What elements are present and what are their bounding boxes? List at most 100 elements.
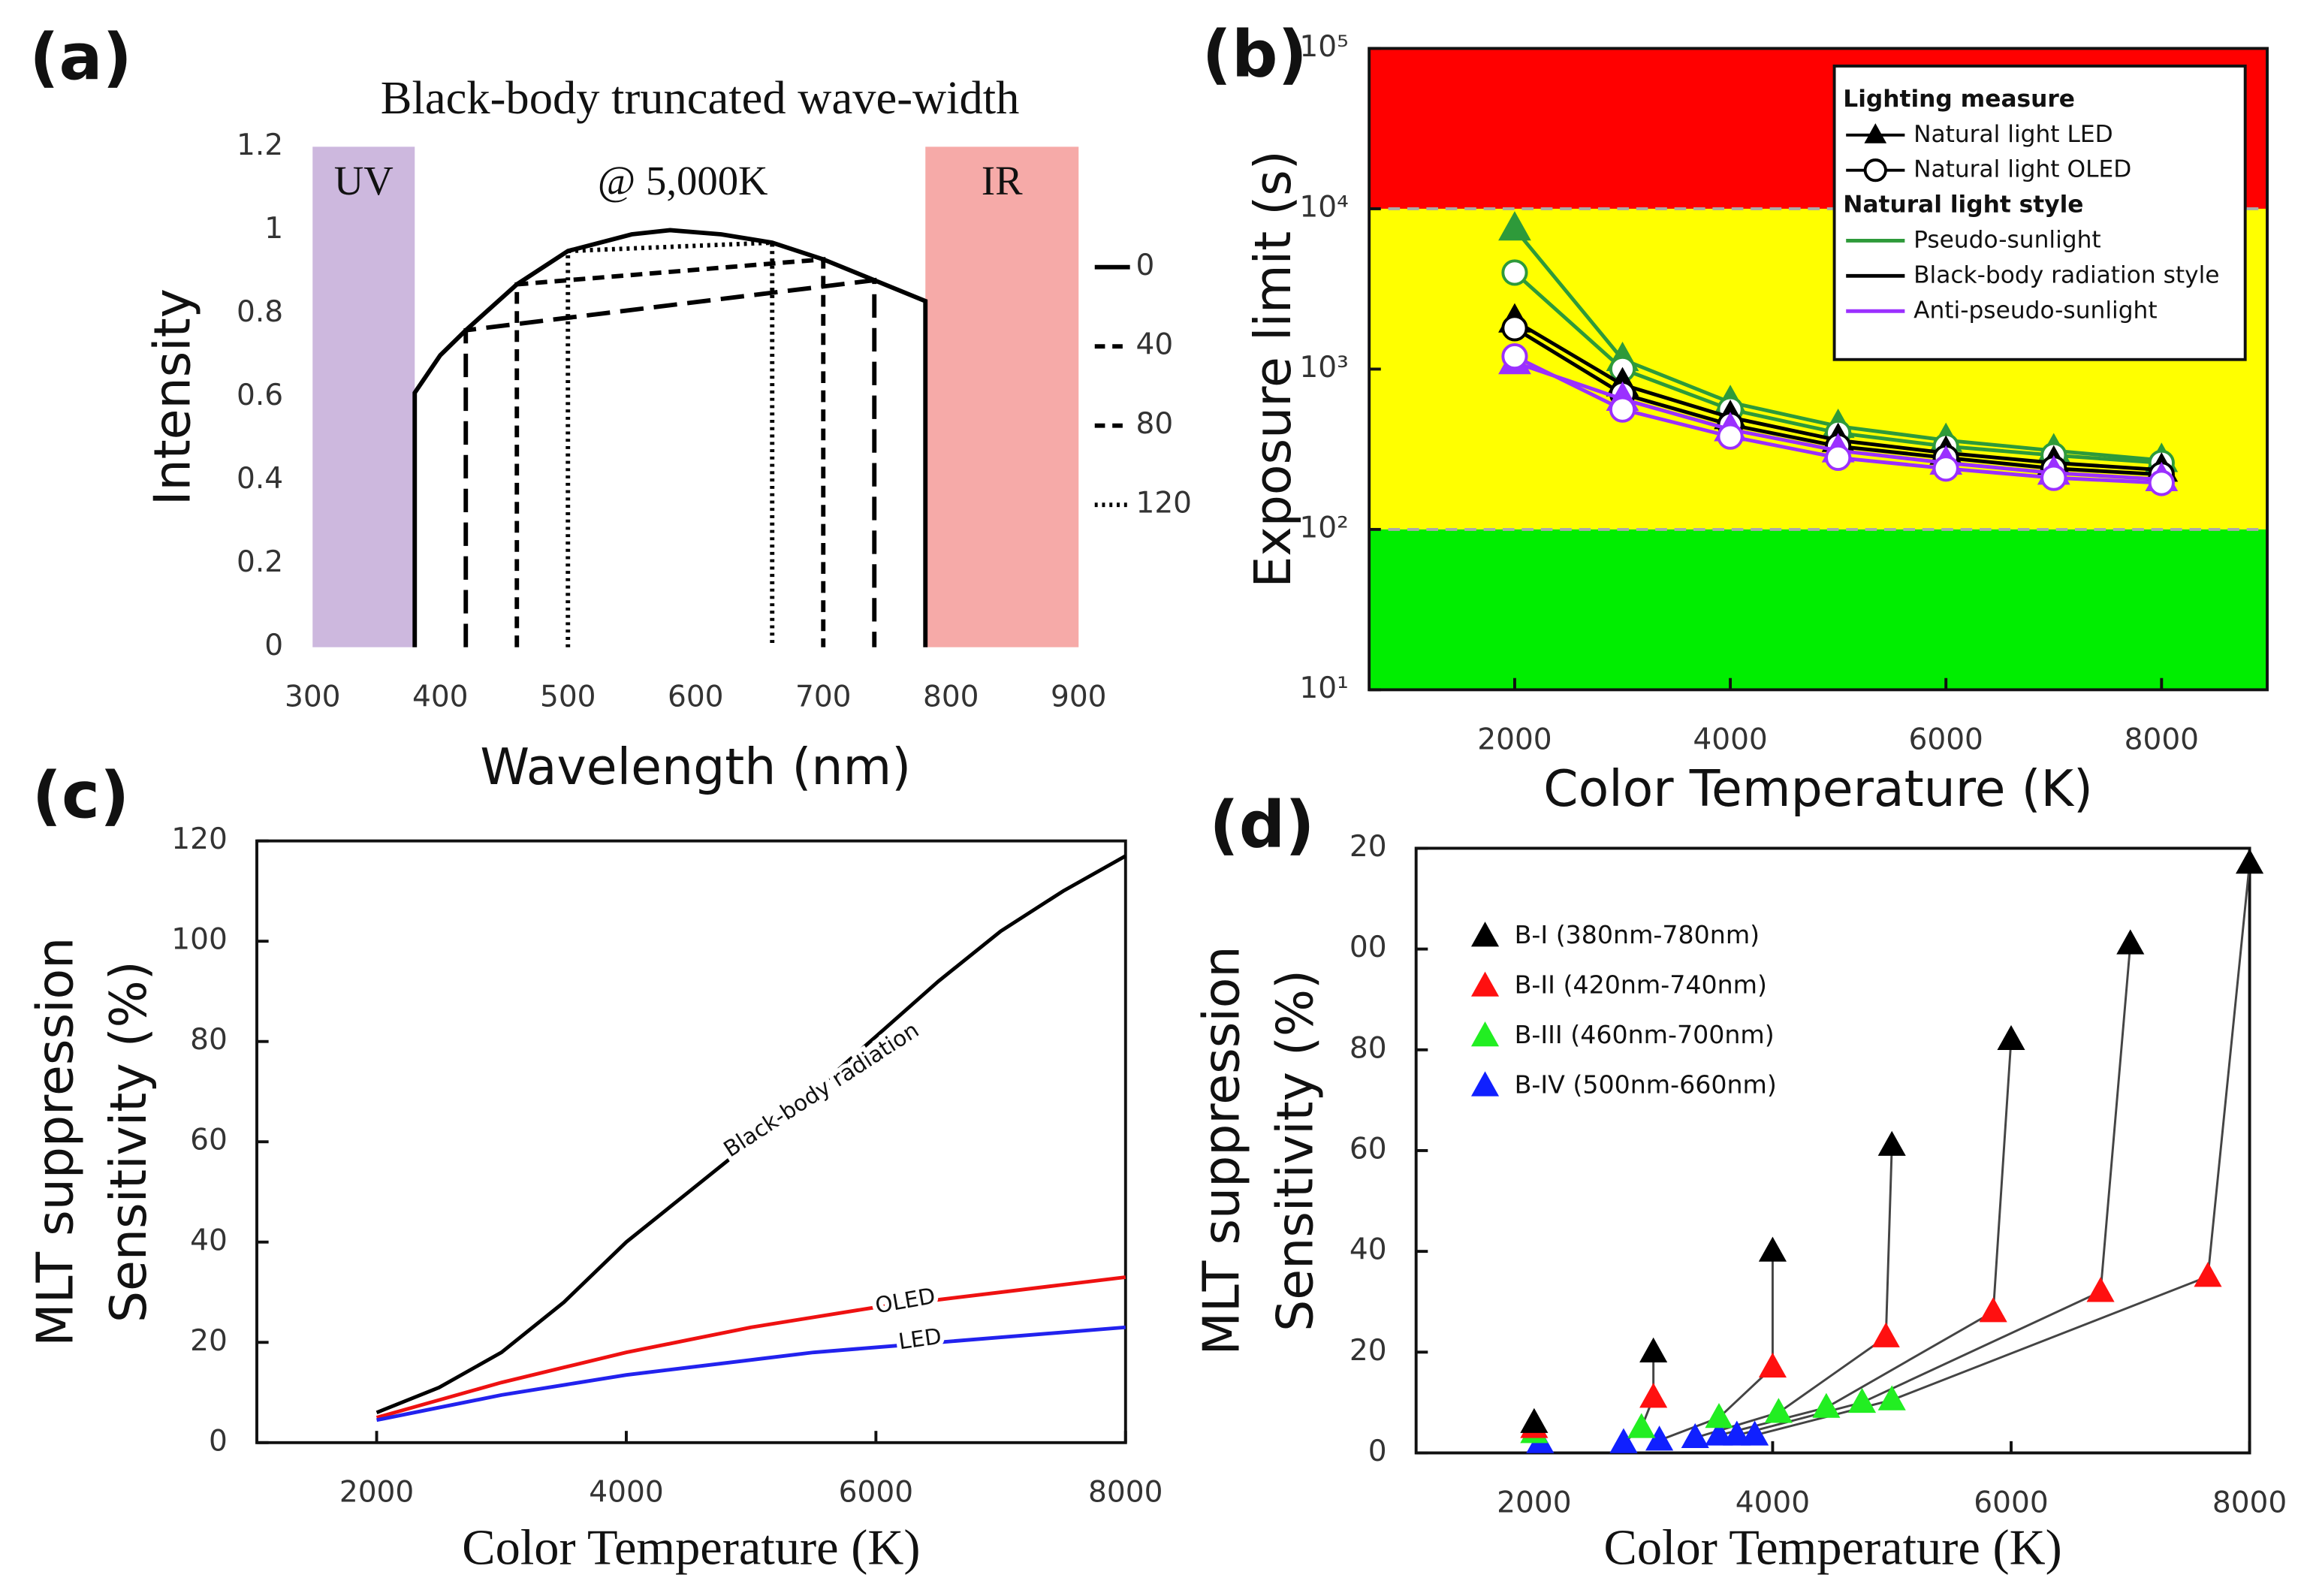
y-tick-label: 10⁵ (1299, 30, 1348, 64)
series-line (412, 228, 928, 647)
y-tick-label: 0 (264, 629, 283, 662)
marker (1681, 1423, 1709, 1449)
y-tick-label: 0.8 (237, 295, 283, 329)
legend-marker (1470, 1071, 1500, 1097)
series-line (375, 854, 1126, 1415)
x-axis-title: Color Temperature (K) (462, 1521, 920, 1576)
marker (1764, 1398, 1793, 1423)
region (312, 146, 415, 647)
x-tick-label: 800 (923, 680, 979, 714)
marker (1705, 1420, 1733, 1446)
marker (1717, 423, 1744, 450)
y-axis-title: Sensitivity (%) (1265, 970, 1324, 1332)
series-label: OLED (873, 1283, 937, 1318)
panel-label: (d) (1209, 787, 1314, 862)
legend-label: Pseudo-sunlight (1913, 226, 2101, 253)
y-tick-label: 80 (190, 1023, 228, 1057)
legend-label: B-III (460nm-700nm) (1515, 1020, 1775, 1049)
x-tick-label: 8000 (2125, 723, 2199, 756)
y-tick-label: 0.4 (237, 462, 283, 496)
x-tick-label: 8000 (1088, 1476, 1163, 1510)
marker (1997, 1024, 2025, 1051)
x-axis-title: Color Temperature (K) (1543, 759, 2093, 818)
y-tick-label: 10¹ (1299, 671, 1348, 705)
x-tick-label: 6000 (1974, 1486, 2048, 1519)
marker (1501, 315, 1528, 342)
y-tick-label: 10³ (1299, 351, 1348, 385)
marker (1825, 444, 1852, 472)
marker (1501, 259, 1528, 286)
marker (2148, 469, 2175, 496)
marker (1639, 1383, 1668, 1408)
series-label: LED (897, 1323, 943, 1355)
marker (1847, 1387, 1877, 1413)
connector-line (1736, 943, 2132, 1437)
x-tick-label: 6000 (839, 1476, 913, 1510)
series-label: Black-body radiation (719, 1017, 923, 1162)
y-axis-title: MLT suppression (1193, 946, 1251, 1355)
y-tick-label: 0.6 (237, 379, 283, 412)
y-tick-label: 00 (1350, 931, 1387, 964)
marker (1609, 396, 1636, 423)
marker (1501, 342, 1528, 370)
y-axis-title: Intensity (143, 288, 202, 505)
y-axis-title: Sensitivity (%) (99, 961, 158, 1323)
y-tick-label: 0.2 (237, 545, 283, 579)
y-tick-label: 60 (1350, 1132, 1387, 1166)
plot-frame (1414, 846, 2251, 1455)
chart-title: Black-body truncated wave-width (381, 71, 1020, 124)
marker (1877, 1130, 1906, 1156)
legend-heading: Lighting measure (1843, 86, 2075, 113)
marker (1520, 1407, 1549, 1433)
marker (1639, 1337, 1668, 1362)
legend-marker (1863, 158, 1887, 183)
legend-marker (1470, 922, 1500, 947)
y-tick-label: 80 (1350, 1031, 1387, 1065)
series-line (376, 1325, 1126, 1423)
x-tick-label: 700 (795, 680, 852, 714)
marker (2194, 1262, 2222, 1287)
panel-label: (b) (1202, 17, 1307, 92)
marker (1723, 1420, 1751, 1446)
y-tick-label: 0 (209, 1424, 228, 1458)
y-axis-title: Exposure limit (s) (1244, 150, 1302, 587)
x-tick-label: 4000 (1693, 723, 1767, 756)
x-tick-label: 500 (540, 680, 596, 714)
legend-marker (1864, 123, 1887, 143)
marker (1979, 1297, 2007, 1323)
y-tick-label: 40 (190, 1223, 228, 1257)
band (1369, 529, 2268, 690)
connector-line (1754, 863, 2251, 1437)
x-axis-title: Wavelength (nm) (480, 738, 911, 796)
y-tick-label: 10⁴ (1299, 190, 1348, 224)
legend-label: Anti-pseudo-sunlight (1913, 297, 2158, 324)
x-tick-label: 6000 (1908, 723, 1983, 756)
y-tick-label: 20 (1350, 1334, 1387, 1368)
y-tick-label: 20 (190, 1324, 228, 1358)
series-line (463, 277, 877, 647)
x-axis-title: Color Temperature (K) (1604, 1521, 2062, 1576)
legend-label: 80 (1135, 407, 1173, 441)
x-tick-label: 900 (1051, 680, 1107, 714)
marker (1741, 1420, 1769, 1446)
connector-line (1659, 1251, 1774, 1442)
marker (1627, 1413, 1656, 1438)
series-line (514, 257, 826, 647)
x-tick-label: 2000 (1497, 1486, 1571, 1519)
y-tick-label: 10² (1299, 511, 1348, 545)
y-tick-label: 1.2 (237, 128, 283, 162)
legend-heading: Natural light style (1843, 192, 2083, 219)
plot-frame (255, 839, 1127, 1444)
legend-label: 0 (1135, 249, 1154, 282)
marker (1498, 211, 1531, 241)
region (925, 146, 1079, 647)
marker (2040, 464, 2067, 491)
marker (1645, 1426, 1674, 1451)
series-line (375, 1275, 1126, 1420)
panel-label: (c) (32, 758, 130, 833)
marker (2236, 849, 2264, 874)
panel-label: (a) (29, 20, 132, 95)
y-axis-title: MLT suppression (26, 937, 84, 1347)
